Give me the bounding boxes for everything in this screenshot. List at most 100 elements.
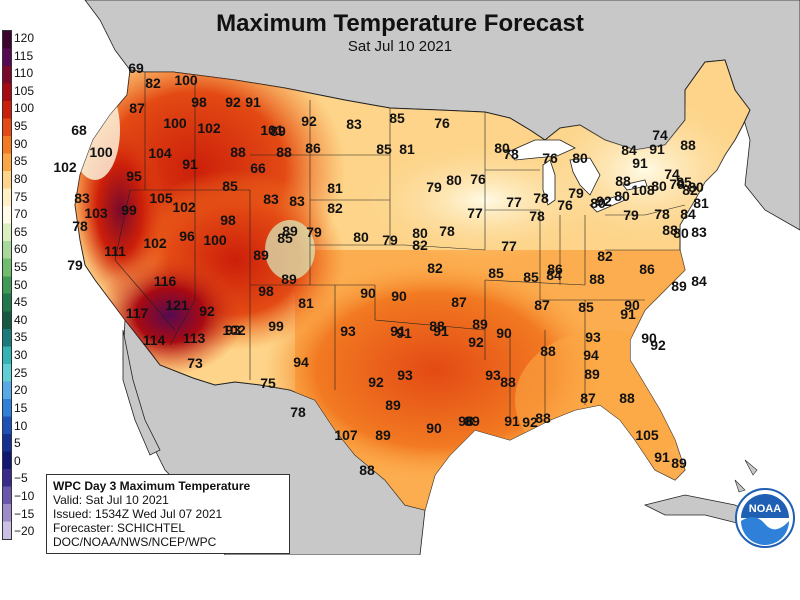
station-temp: 102 <box>143 235 167 251</box>
station-temp: 89 <box>584 366 600 382</box>
legend-label: 20 <box>14 383 28 398</box>
station-temp: 85 <box>578 299 594 315</box>
station-temp: 85 <box>277 230 293 246</box>
station-temp: 88 <box>276 144 292 160</box>
station-temp: 88 <box>230 144 246 160</box>
legend-label: 80 <box>14 171 28 186</box>
station-temp: 102 <box>197 120 221 136</box>
station-temp: 78 <box>72 218 88 234</box>
legend-label: 105 <box>14 83 35 98</box>
station-temp: 85 <box>376 141 392 157</box>
info-valid: Valid: Sat Jul 10 2021 <box>53 493 169 507</box>
station-temp: 105 <box>149 190 173 206</box>
station-temp: 96 <box>179 228 195 244</box>
station-temp: 78 <box>529 208 545 224</box>
station-temp: 98 <box>191 94 207 110</box>
legend-label: 60 <box>14 242 28 257</box>
station-temp: 100 <box>174 72 198 88</box>
legend-label: 65 <box>14 224 28 239</box>
legend-label: −15 <box>14 506 35 521</box>
station-temp: 85 <box>676 174 692 190</box>
station-temp: 87 <box>451 294 467 310</box>
station-temp: 116 <box>154 273 177 289</box>
station-temp: 88 <box>680 137 696 153</box>
station-temp: 77 <box>467 205 483 221</box>
station-temp: 92 <box>225 94 241 110</box>
station-temp: 95 <box>126 168 142 184</box>
legend-label: 50 <box>14 277 28 292</box>
station-temp: 79 <box>67 257 83 273</box>
station-temp: 88 <box>662 222 678 238</box>
station-temp: 90 <box>426 420 442 436</box>
info-header: WPC Day 3 Maximum Temperature <box>53 479 251 493</box>
station-temp: 84 <box>546 267 562 283</box>
station-temp: 76 <box>542 150 558 166</box>
station-temp: 92 <box>650 337 666 353</box>
station-temp: 93 <box>397 367 413 383</box>
station-temp: 90 <box>360 285 376 301</box>
station-temp: 80 <box>614 188 630 204</box>
bahamas-land <box>734 459 758 493</box>
station-temp: 107 <box>334 427 358 443</box>
info-issued: Issued: 1534Z Wed Jul 07 2021 <box>53 507 223 521</box>
station-temp: 86 <box>639 261 655 277</box>
legend-label: 30 <box>14 348 28 363</box>
station-temp: 75 <box>260 375 276 391</box>
station-temp: 78 <box>439 223 455 239</box>
station-temp: 94 <box>583 347 599 363</box>
station-temp: 80 <box>412 225 428 241</box>
station-temp: 91 <box>396 325 412 341</box>
station-temp: 91 <box>632 155 648 171</box>
lake-erie <box>589 194 626 213</box>
station-temp: 91 <box>433 323 449 339</box>
station-temp: 88 <box>619 390 635 406</box>
station-temp: 90 <box>496 325 512 341</box>
station-temp: 84 <box>691 273 707 289</box>
station-temp: 91 <box>504 413 520 429</box>
station-temp: 83 <box>346 116 362 132</box>
station-temp: 89 <box>671 278 687 294</box>
station-temp: 78 <box>503 146 519 162</box>
station-temp: 86 <box>305 140 321 156</box>
station-temp: 74 <box>652 127 668 143</box>
station-temp: 88 <box>500 374 516 390</box>
legend-color-bar <box>2 30 12 540</box>
station-temp: 69 <box>128 60 144 76</box>
station-temp: 90 <box>641 330 657 346</box>
station-temp: 83 <box>263 191 279 207</box>
station-temp: 79 <box>382 232 398 248</box>
legend-label: 35 <box>14 330 28 345</box>
legend-label: 0 <box>14 453 21 468</box>
station-temp: 74 <box>664 166 680 182</box>
info-forecaster: Forecaster: SCHICHTEL <box>53 521 186 535</box>
station-temp: 114 <box>143 332 166 348</box>
station-temp: 89 <box>270 123 286 139</box>
station-temp: 76 <box>470 171 486 187</box>
legend-label: 110 <box>14 66 34 81</box>
station-temp: 88 <box>359 462 375 478</box>
station-temp: 80 <box>353 229 369 245</box>
station-temp: 89 <box>253 247 269 263</box>
station-temp: 79 <box>306 224 322 240</box>
station-temp: 78 <box>290 404 306 420</box>
station-temp: 91 <box>182 156 198 172</box>
station-temp: 85 <box>222 178 238 194</box>
station-temp: 82 <box>597 248 613 264</box>
station-temp: 99 <box>268 318 284 334</box>
forecast-map: 69 82 100 98 92 91 87 100 102 68 101 100 104 91 88 89 92… <box>45 0 800 555</box>
station-temp: 91 <box>620 306 636 322</box>
legend-label: −20 <box>14 524 35 539</box>
legend-label: 15 <box>14 400 28 415</box>
lake-superior <box>507 139 576 161</box>
station-temp: 79 <box>568 185 584 201</box>
legend-label: 55 <box>14 259 28 274</box>
station-temp: 81 <box>399 141 415 157</box>
station-temp: 93 <box>585 329 601 345</box>
station-temp: 87 <box>129 100 145 116</box>
station-temp: 82 <box>427 260 443 276</box>
noaa-logo-text: NOAA <box>749 503 781 515</box>
station-temp: 92 <box>596 193 612 209</box>
station-temp: 100 <box>163 115 187 131</box>
legend-label: 10 <box>14 418 28 433</box>
legend-label: 90 <box>14 136 28 151</box>
